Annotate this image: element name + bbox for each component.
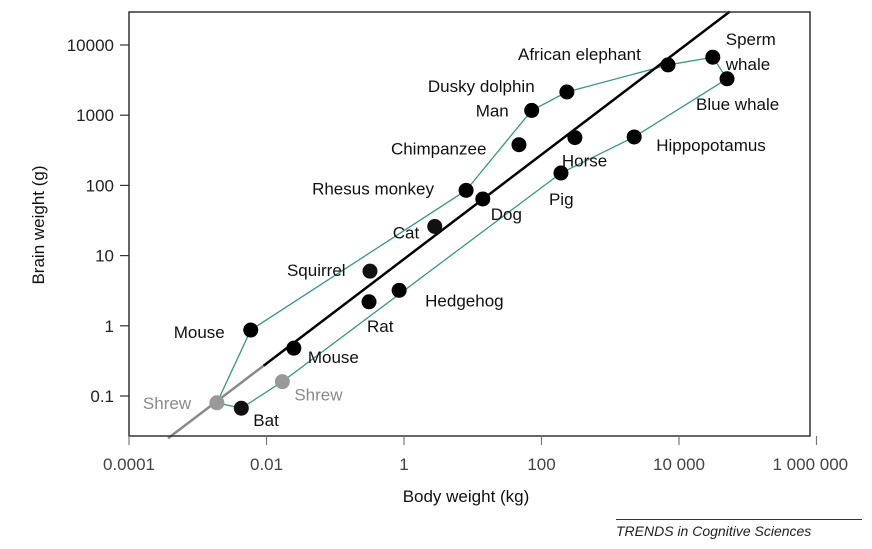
- data-point-cat: [427, 218, 443, 234]
- y-axis-ticks: 0.1 1 10 100 1000 10000: [67, 36, 129, 406]
- data-point-rat: [361, 294, 377, 310]
- data-point-mouse-lower: [286, 340, 302, 356]
- x-tick-label: 100: [527, 455, 555, 474]
- point-label-hippopotamus: Hippopotamus: [656, 136, 766, 155]
- x-tick-label: 0.0001: [103, 455, 155, 474]
- data-point-horse: [567, 130, 583, 146]
- data-point-bat: [233, 400, 249, 416]
- point-labels: Mouse Mouse Shrew Bat Shrew Squirrel Rat Hedgeh…: [143, 30, 779, 430]
- connector-line: [240, 381, 283, 409]
- point-label-pig: Pig: [549, 190, 574, 209]
- data-point-dog: [475, 191, 491, 207]
- y-tick-label: 10: [95, 247, 114, 266]
- data-point-dusky-dolphin: [559, 84, 575, 100]
- point-label-sperm-whale: whale: [725, 55, 770, 74]
- x-axis-title: Body weight (kg): [403, 487, 530, 506]
- data-point-pig: [553, 165, 569, 181]
- data-point-squirrel: [362, 263, 378, 279]
- point-label-rhesus-monkey: Rhesus monkey: [312, 179, 434, 198]
- data-point-african-elephant: [660, 57, 676, 73]
- point-label-dog: Dog: [491, 205, 522, 224]
- x-tick-label: 1 000 000: [773, 455, 849, 474]
- connector-line: [560, 136, 635, 174]
- point-label-bat: Bat: [253, 411, 279, 430]
- y-tick-label: 0.1: [90, 387, 114, 406]
- data-point-hedgehog: [391, 282, 407, 298]
- data-point-blue-whale: [719, 71, 735, 87]
- x-tick-label: 0.01: [250, 455, 283, 474]
- y-tick-label: 1000: [76, 106, 114, 125]
- plot-frame: [128, 11, 811, 437]
- connector-line: [465, 110, 533, 191]
- point-label-african-elephant: African elephant: [518, 45, 641, 64]
- connector-line: [667, 56, 713, 66]
- connector-line: [566, 64, 669, 93]
- y-tick-label: 100: [86, 176, 114, 195]
- connector-line: [216, 329, 252, 404]
- regression-line-segment: [262, 10, 731, 367]
- data-point-man: [524, 102, 540, 118]
- data-point-sperm-whale: [705, 49, 721, 65]
- point-label-mouse-upper: Mouse: [174, 323, 225, 342]
- data-point-mouse-upper: [243, 322, 259, 338]
- point-label-man: Man: [476, 101, 509, 120]
- y-tick-label: 1: [105, 317, 114, 336]
- point-label-blue-whale: Blue whale: [696, 95, 779, 114]
- x-axis-ticks: 0.0001 0.01 1 100 10 000 1 000 000: [103, 436, 848, 474]
- point-label-dusky-dolphin: Dusky dolphin: [428, 77, 535, 96]
- connector-line: [250, 189, 467, 331]
- data-point-chimpanzee: [511, 137, 527, 153]
- point-label-horse: Horse: [562, 152, 607, 171]
- data-points: [209, 49, 735, 416]
- y-tick-label: 10000: [67, 36, 114, 55]
- data-point-shrew-left: [209, 395, 225, 411]
- connector-line: [633, 78, 728, 138]
- x-tick-label: 10 000: [653, 455, 705, 474]
- y-axis-title: Brain weight (g): [29, 165, 48, 284]
- point-label-squirrel: Squirrel: [287, 261, 346, 280]
- connector-line: [281, 172, 562, 383]
- point-label-sperm-whale: Sperm: [726, 30, 776, 49]
- point-label-shrew-left: Shrew: [143, 394, 192, 413]
- point-label-mouse-lower: Mouse: [308, 348, 359, 367]
- point-label-rat: Rat: [367, 317, 394, 336]
- data-point-hippopotamus: [626, 129, 642, 145]
- x-tick-label: 1: [399, 455, 408, 474]
- point-label-shrew-right: Shrew: [294, 386, 343, 405]
- source-credit: TRENDS in Cognitive Sciences: [616, 519, 862, 539]
- data-point-rhesus-monkey: [458, 182, 474, 198]
- regression-line: [167, 10, 731, 440]
- point-label-chimpanzee: Chimpanzee: [391, 140, 486, 159]
- point-label-cat: Cat: [393, 223, 420, 242]
- data-point-shrew-right: [274, 374, 290, 390]
- point-label-hedgehog: Hedgehog: [425, 291, 503, 310]
